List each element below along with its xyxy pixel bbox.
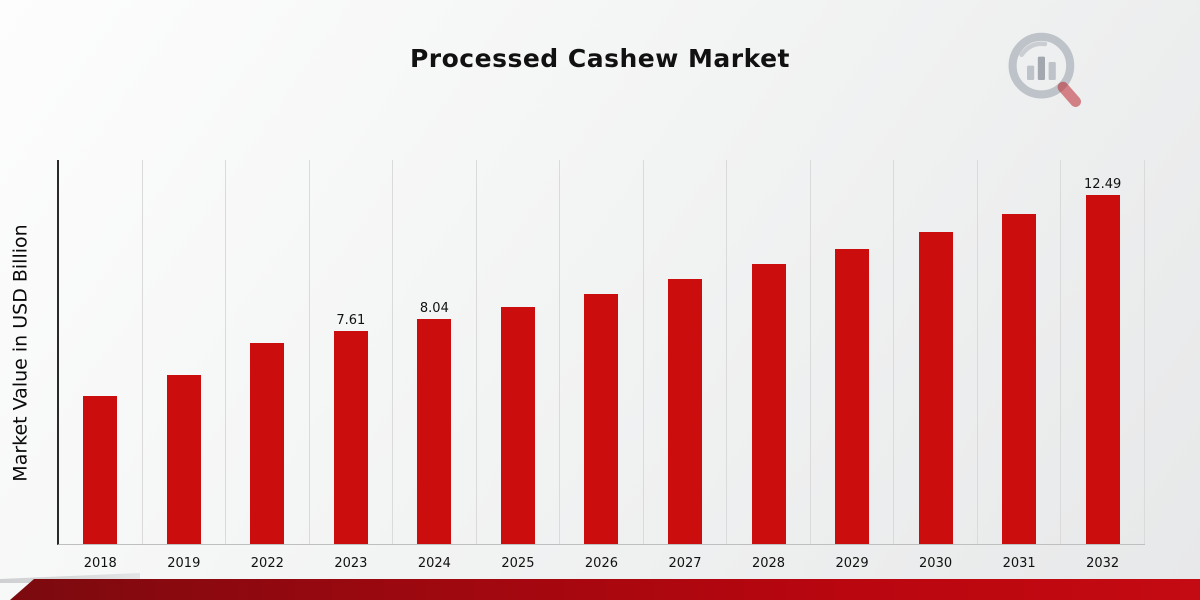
bar-cell: 2030	[894, 160, 978, 571]
bar-cell: 2027	[644, 160, 728, 571]
bar	[1085, 195, 1120, 544]
bar	[751, 264, 786, 544]
bar	[1002, 214, 1037, 544]
market-research-logo-icon	[1008, 32, 1081, 108]
bar-cell: 2029	[811, 160, 895, 571]
x-axis-label: 2024	[417, 556, 451, 571]
x-axis-label: 2026	[584, 556, 618, 571]
bar	[584, 293, 619, 544]
bar-cell: 2031	[978, 160, 1062, 571]
bar-cell: 2019	[143, 160, 227, 571]
bar-cell: 2018	[59, 160, 143, 571]
x-axis-label: 2029	[835, 556, 869, 571]
bar	[500, 306, 535, 544]
x-axis-label: 2027	[668, 556, 702, 571]
x-axis-label: 2023	[334, 556, 368, 571]
bar	[83, 396, 118, 544]
x-axis-label: 2022	[250, 556, 284, 571]
bar	[417, 319, 452, 544]
y-axis-title-text: Market Value in USD Billion	[10, 223, 33, 482]
x-axis-label: 2032	[1086, 556, 1120, 571]
bar-value-label: 12.49	[1084, 177, 1122, 193]
footer-ribbon-shadow	[0, 573, 140, 583]
bar	[918, 231, 953, 544]
bar	[835, 248, 870, 544]
footer-ribbon	[10, 579, 1200, 600]
x-axis-label: 2025	[501, 556, 535, 571]
bar-cell: 2026	[560, 160, 644, 571]
bar-cell: 2028	[727, 160, 811, 571]
bar	[250, 342, 285, 544]
bar	[333, 331, 368, 544]
bar	[667, 279, 702, 544]
plot-wrap: 2018 2019 2022 7.61 2023 8.04 2024 2025 2026 2027…	[57, 160, 1145, 571]
y-axis-title: Market Value in USD Billion	[4, 160, 38, 545]
bar	[166, 375, 201, 544]
x-axis-label: 2030	[919, 556, 953, 571]
x-axis-label: 2019	[167, 556, 201, 571]
x-axis-label: 2028	[751, 556, 786, 571]
bar-cell: 2022	[226, 160, 310, 571]
bar-value-label: 8.04	[419, 301, 449, 317]
bar-cell: 12.49 2032	[1061, 160, 1145, 571]
chart-title: Processed Cashew Market	[409, 44, 790, 73]
bar-cell: 8.04 2024	[393, 160, 477, 571]
bar-cell: 7.61 2023	[310, 160, 394, 571]
plot-area: 2018 2019 2022 7.61 2023 8.04 2024 2025 2026 2027…	[59, 160, 1145, 571]
x-axis-label: 2018	[83, 556, 117, 571]
x-axis-label: 2031	[1002, 556, 1036, 571]
bar-value-label: 7.61	[336, 313, 366, 329]
bar-cell: 2025	[477, 160, 561, 571]
